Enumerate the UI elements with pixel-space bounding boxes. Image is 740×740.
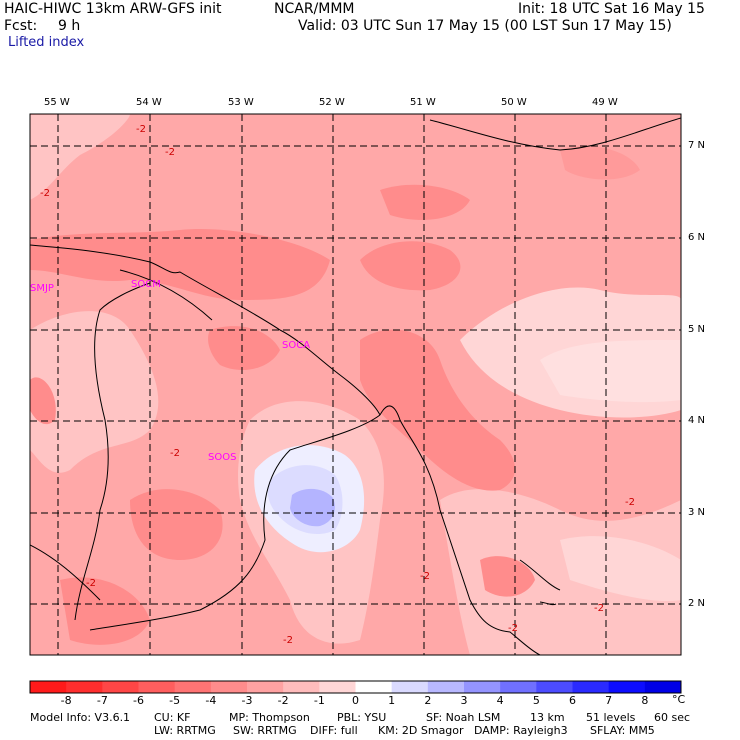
- lon-label: 52 W: [319, 97, 345, 108]
- forecast-hour: 9 h: [58, 18, 81, 34]
- colorbar-swatch: [572, 681, 610, 693]
- damping-option: DAMP: Rayleigh3: [474, 724, 568, 737]
- lon-label: 55 W: [44, 97, 70, 108]
- station-label: SOOS: [208, 452, 237, 463]
- contour-label: -2: [625, 497, 635, 508]
- colorbar-tick-label: 5: [532, 694, 540, 707]
- colorbar-swatch: [210, 681, 248, 693]
- colorbar-swatch: [355, 681, 393, 693]
- grid-spacing: 13 km: [530, 711, 565, 724]
- colorbar-tick-label: 1: [388, 694, 396, 707]
- surface-layer-option: SFLAY: MM5: [590, 724, 655, 737]
- lat-label: 4 N: [688, 415, 706, 426]
- init-time: Init: 18 UTC Sat 16 May 15: [518, 1, 705, 17]
- boundaries: [30, 117, 681, 655]
- lon-label: 49 W: [592, 97, 618, 108]
- colorbar-tick-label: 4: [496, 694, 504, 707]
- station-label: SMJP: [30, 283, 54, 294]
- model-version: Model Info: V3.6.1: [30, 711, 131, 724]
- contour-labels: -2 -2 -2 -2 -2 -2 -2 -2 -2 -2: [40, 124, 635, 646]
- timestep: 60 sec: [654, 711, 691, 724]
- pbl-scheme: PBL: YSU: [337, 711, 387, 724]
- colorbar-swatch: [30, 681, 67, 693]
- shortwave-scheme: SW: RRTMG: [233, 724, 297, 737]
- colorbar-swatch: [138, 681, 176, 693]
- diffusion-option: DIFF: full: [310, 724, 358, 737]
- colorbar-swatch: [66, 681, 103, 693]
- colorbar-swatch: [427, 681, 465, 693]
- lat-label: 2 N: [688, 598, 706, 609]
- colorbar: [29, 680, 682, 694]
- contour-label: -2: [40, 188, 50, 199]
- colorbar-tick-label: -4: [205, 694, 217, 707]
- colorbar-swatch: [536, 681, 573, 693]
- lon-label: 51 W: [410, 97, 436, 108]
- colorbar-swatch: [644, 681, 682, 693]
- colorbar-swatch: [464, 681, 501, 693]
- graticule: [30, 114, 681, 655]
- colorbar-tick-label: 6: [569, 694, 576, 707]
- colorbar-tick-label: -2: [277, 694, 289, 707]
- longwave-scheme: LW: RRTMG: [154, 724, 216, 737]
- valid-time: Valid: 03 UTC Sun 17 May 15 (00 LST Sun …: [298, 18, 672, 34]
- colorbar-tick-label: -6: [133, 694, 144, 707]
- map-frame: [29, 113, 682, 656]
- cumulus-scheme: CU: KF: [154, 711, 191, 724]
- colorbar-tick-label: -5: [169, 694, 181, 707]
- station-label: SOCA: [282, 340, 311, 351]
- colorbar-swatch: [391, 681, 429, 693]
- colorbar-tick-label: -8: [60, 694, 72, 707]
- field-name: Lifted index: [8, 35, 85, 50]
- vertical-levels: 51 levels: [586, 711, 636, 724]
- colorbar-swatch: [247, 681, 284, 693]
- lat-label: 3 N: [688, 507, 706, 518]
- lat-label: 6 N: [688, 232, 706, 243]
- contour-label: -2: [594, 603, 604, 614]
- colorbar-tick-label: 3: [460, 694, 468, 707]
- forecast-label: Fcst:: [4, 18, 38, 34]
- colorbar-tick-label: 0: [352, 694, 359, 707]
- colorbar-swatch: [283, 681, 320, 693]
- contour-label: -2: [136, 124, 146, 135]
- contour-label: -2: [170, 448, 180, 459]
- colorbar-tick-label: -7: [96, 694, 108, 707]
- lon-label: 53 W: [228, 97, 254, 108]
- colorbar-frame: [29, 680, 682, 694]
- km-option: KM: 2D Smagor: [378, 724, 464, 737]
- colorbar-swatch: [500, 681, 537, 693]
- colorbar-swatch: [319, 681, 356, 693]
- colorbar-tick-label: 2: [424, 694, 432, 707]
- shaded-field: [30, 114, 681, 655]
- colorbar-tick-label: -3: [241, 694, 253, 707]
- colorbar-tick-label: 8: [641, 694, 649, 707]
- contour-label: -2: [283, 635, 293, 646]
- contour-label: -2: [420, 571, 430, 582]
- station-label: SOCM: [131, 279, 161, 290]
- contour-label: -2: [508, 623, 518, 634]
- lon-label: 50 W: [501, 97, 527, 108]
- colorbar-swatch: [608, 681, 646, 693]
- contour-label: -2: [86, 578, 96, 589]
- colorbar-tick-label: 7: [605, 694, 613, 707]
- lat-label: 5 N: [688, 324, 706, 335]
- lat-label: 7 N: [688, 140, 706, 151]
- lon-label: 54 W: [136, 97, 162, 108]
- colorbar-tick-label: -1: [313, 694, 325, 707]
- microphysics-scheme: MP: Thompson: [229, 711, 310, 724]
- model-title: HAIC-HIWC 13km ARW-GFS init: [4, 1, 222, 17]
- colorbar-swatch: [102, 681, 139, 693]
- contour-label: -2: [165, 147, 175, 158]
- surface-scheme: SF: Noah LSM: [426, 711, 501, 724]
- colorbar-unit: °C: [672, 693, 686, 706]
- colorbar-swatch: [174, 681, 212, 693]
- center-name: NCAR/MMM: [274, 1, 355, 17]
